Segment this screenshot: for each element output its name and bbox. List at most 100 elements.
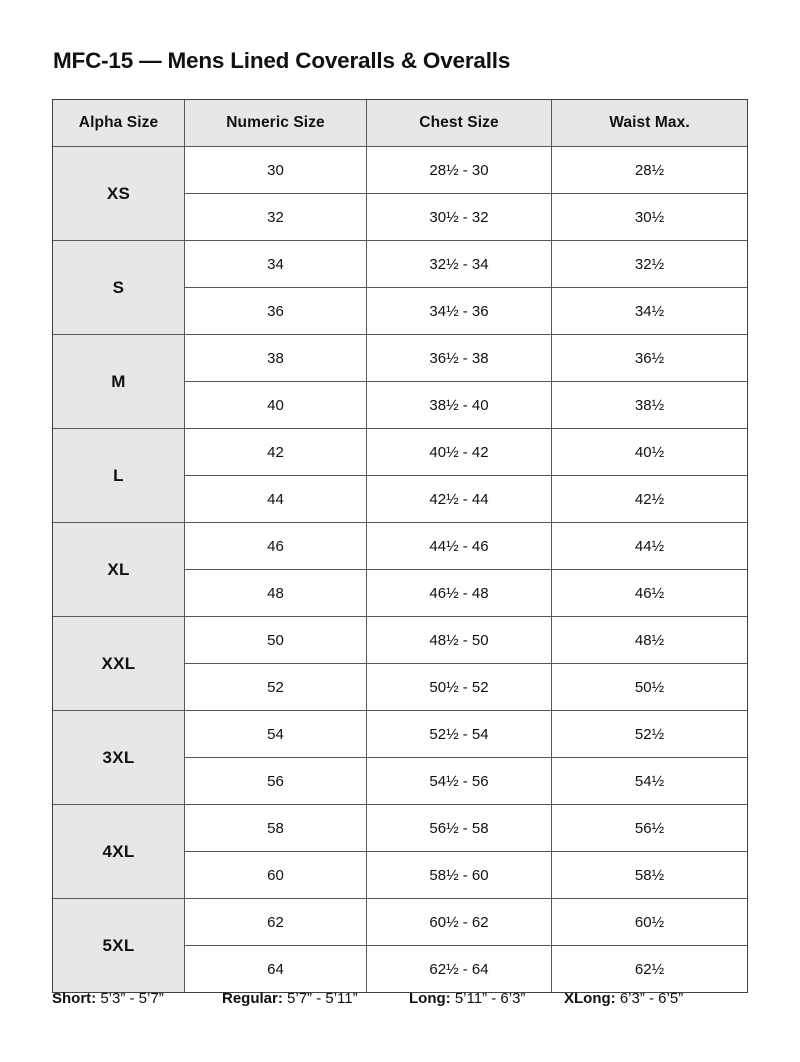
cell-waist-max: 36½ — [551, 334, 748, 382]
length-legend-item: Long: 5’11” - 6’3” — [409, 990, 525, 1007]
table-row: L 42 40½ - 42 40½ — [52, 428, 748, 523]
table-row: 5XL 62 60½ - 62 60½ — [52, 898, 748, 993]
cell-chest-size: 34½ - 36 — [366, 287, 552, 335]
table-row: 48 46½ - 48 46½ — [53, 569, 748, 617]
cell-numeric-size: 56 — [184, 757, 367, 805]
cell-numeric-size: 42 — [184, 428, 367, 476]
length-legend-value: 5’3” - 5’7” — [100, 990, 164, 1007]
cell-chest-size: 52½ - 54 — [366, 710, 552, 758]
length-legend-label: Long: — [409, 990, 451, 1007]
cell-alpha-size: 4XL — [52, 804, 185, 899]
cell-alpha-size: S — [52, 240, 185, 335]
cell-waist-max: 28½ — [551, 146, 748, 194]
cell-chest-size: 40½ - 42 — [366, 428, 552, 476]
cell-chest-size: 58½ - 60 — [366, 851, 552, 899]
page-title: MFC-15 — Mens Lined Coveralls & Overalls — [53, 48, 511, 73]
cell-numeric-size: 54 — [184, 710, 367, 758]
inseam-length-legend: Short: 5’3” - 5’7” Regular: 5’7” - 5’11” L… — [52, 990, 752, 1012]
column-header-numeric-size: Numeric Size — [184, 99, 367, 147]
cell-chest-size: 62½ - 64 — [366, 945, 552, 993]
table-row: S 34 32½ - 34 32½ — [52, 240, 748, 335]
cell-waist-max: 56½ — [551, 804, 748, 852]
length-legend-label: Regular: — [222, 990, 283, 1007]
cell-numeric-size: 64 — [184, 945, 367, 993]
cell-numeric-size: 52 — [184, 663, 367, 711]
length-legend-item: XLong: 6’3” - 6’5” — [564, 990, 683, 1007]
cell-waist-max: 52½ — [551, 710, 748, 758]
column-header-alpha-size: Alpha Size — [52, 99, 185, 147]
cell-waist-max: 40½ — [551, 428, 748, 476]
column-header-chest-size: Chest Size — [366, 99, 552, 147]
cell-chest-size: 30½ - 32 — [366, 193, 552, 241]
cell-chest-size: 50½ - 52 — [366, 663, 552, 711]
cell-chest-size: 44½ - 46 — [366, 522, 552, 570]
table-row: XXL 50 48½ - 50 48½ — [52, 616, 748, 711]
cell-numeric-size: 58 — [184, 804, 367, 852]
length-legend-value: 6’3” - 6’5” — [619, 990, 684, 1007]
cell-numeric-size: 46 — [184, 522, 367, 570]
size-chart-table: Alpha Size Numeric Size Chest Size Waist… — [52, 99, 748, 993]
cell-waist-max: 48½ — [551, 616, 748, 664]
table-row: 60 58½ - 60 58½ — [53, 851, 748, 899]
table-row: M 38 36½ - 38 36½ — [52, 334, 748, 429]
table-row: 4XL 58 56½ - 58 56½ — [52, 804, 748, 899]
length-legend-label: Short: — [52, 990, 97, 1007]
cell-chest-size: 42½ - 44 — [366, 475, 552, 523]
column-header-waist-max: Waist Max. — [551, 99, 748, 147]
cell-chest-size: 28½ - 30 — [366, 146, 552, 194]
table-row: 36 34½ - 36 34½ — [53, 287, 748, 335]
table-row: 56 54½ - 56 54½ — [53, 757, 748, 805]
cell-alpha-size: 5XL — [52, 898, 185, 993]
cell-waist-max: 32½ — [551, 240, 748, 288]
length-legend-value: 5’11” - 6’3” — [454, 990, 526, 1007]
cell-numeric-size: 40 — [184, 381, 367, 429]
cell-waist-max: 62½ — [551, 945, 748, 993]
cell-numeric-size: 60 — [184, 851, 367, 899]
cell-chest-size: 48½ - 50 — [366, 616, 552, 664]
cell-waist-max: 34½ — [551, 287, 748, 335]
cell-alpha-size: M — [52, 334, 185, 429]
table-body: XS 30 28½ - 30 28½ 32 30½ - 32 30½ S 34 32½ - 34 3… — [52, 146, 748, 993]
length-legend-value: 5’7” - 5’11” — [287, 990, 358, 1007]
cell-alpha-size: L — [52, 428, 185, 523]
length-legend-item: Short: 5’3” - 5’7” — [52, 990, 164, 1007]
table-row: 64 62½ - 64 62½ — [53, 945, 748, 993]
cell-chest-size: 46½ - 48 — [366, 569, 552, 617]
cell-waist-max: 44½ — [551, 522, 748, 570]
table-row: 44 42½ - 44 42½ — [53, 475, 748, 523]
table-row: XS 30 28½ - 30 28½ — [52, 146, 748, 241]
table-row: 40 38½ - 40 38½ — [53, 381, 748, 429]
cell-waist-max: 46½ — [551, 569, 748, 617]
cell-waist-max: 30½ — [551, 193, 748, 241]
cell-waist-max: 42½ — [551, 475, 748, 523]
cell-numeric-size: 62 — [184, 898, 367, 946]
cell-chest-size: 36½ - 38 — [366, 334, 552, 382]
cell-waist-max: 54½ — [551, 757, 748, 805]
cell-chest-size: 32½ - 34 — [366, 240, 552, 288]
cell-waist-max: 38½ — [551, 381, 748, 429]
table-row: 3XL 54 52½ - 54 52½ — [52, 710, 748, 805]
cell-waist-max: 60½ — [551, 898, 748, 946]
cell-waist-max: 50½ — [551, 663, 748, 711]
length-legend-label: XLong: — [564, 990, 616, 1007]
cell-chest-size: 60½ - 62 — [366, 898, 552, 946]
cell-alpha-size: XS — [52, 146, 185, 241]
cell-numeric-size: 48 — [184, 569, 367, 617]
cell-waist-max: 58½ — [551, 851, 748, 899]
cell-numeric-size: 38 — [184, 334, 367, 382]
cell-chest-size: 54½ - 56 — [366, 757, 552, 805]
cell-alpha-size: XXL — [52, 616, 185, 711]
table-row: 32 30½ - 32 30½ — [53, 193, 748, 241]
cell-numeric-size: 34 — [184, 240, 367, 288]
length-legend-item: Regular: 5’7” - 5’11” — [222, 990, 358, 1007]
cell-numeric-size: 30 — [184, 146, 367, 194]
cell-alpha-size: XL — [52, 522, 185, 617]
cell-chest-size: 56½ - 58 — [366, 804, 552, 852]
cell-numeric-size: 36 — [184, 287, 367, 335]
cell-numeric-size: 32 — [184, 193, 367, 241]
cell-alpha-size: 3XL — [52, 710, 185, 805]
table-header: Alpha Size Numeric Size Chest Size Waist… — [52, 99, 748, 147]
table-row: 52 50½ - 52 50½ — [53, 663, 748, 711]
cell-numeric-size: 50 — [184, 616, 367, 664]
